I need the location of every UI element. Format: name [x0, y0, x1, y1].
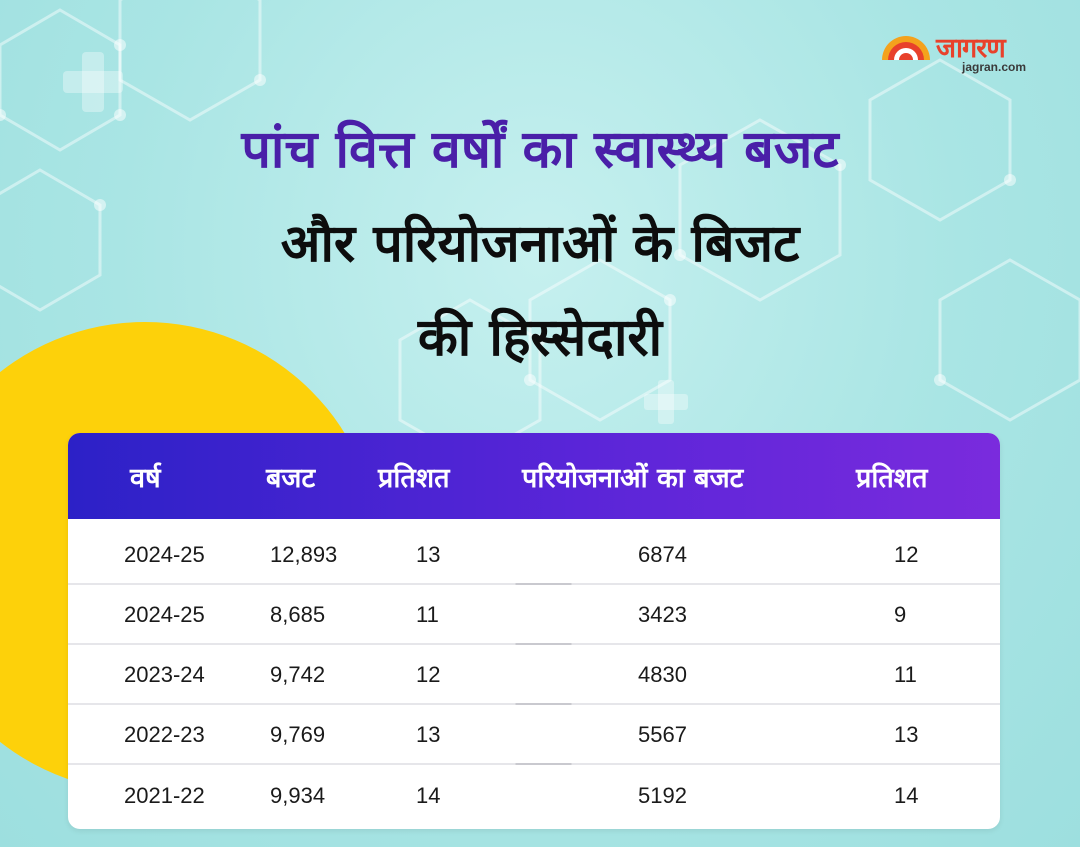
row-divider: [68, 583, 1000, 585]
headline-line-2: और परियोजनाओं के बिजट: [280, 214, 800, 274]
cell-project-percent: 12: [894, 542, 919, 567]
cell-budget: 9,934: [270, 783, 326, 808]
header-year: वर्ष: [130, 463, 161, 494]
budget-table: वर्ष बजट प्रतिशत परियोजनाओं का बजट प्रति…: [68, 433, 1000, 829]
cell-project-budget: 3423: [638, 602, 687, 627]
header-percent: प्रतिशत: [378, 463, 450, 494]
header-budget: बजट: [266, 463, 316, 494]
cell-project-percent: 9: [894, 602, 907, 627]
cell-percent: 13: [416, 722, 441, 747]
cell-percent: 14: [416, 783, 441, 808]
headline: पांच वित्त वर्षों का स्वास्थ्य बजट और पर…: [0, 103, 1080, 385]
cell-budget: 12,893: [270, 542, 338, 567]
row-divider: [68, 643, 1000, 645]
cell-percent: 11: [416, 602, 439, 627]
cell-project-percent: 13: [894, 722, 919, 747]
jagran-logo: जागरण jagran.com: [878, 30, 1048, 80]
header-project-budget: परियोजनाओं का बजट: [522, 463, 744, 494]
table-header: वर्ष बजट प्रतिशत परियोजनाओं का बजट प्रति…: [68, 433, 1000, 519]
cell-year: 2024-25: [124, 602, 205, 627]
cell-project-budget: 6874: [638, 542, 687, 567]
logo-domain: jagran.com: [962, 60, 1027, 74]
cell-budget: 9,742: [270, 662, 326, 687]
cell-project-budget: 4830: [638, 662, 687, 687]
cell-project-budget: 5567: [638, 722, 687, 747]
headline-line-1: पांच वित्त वर्षों का स्वास्थ्य बजट: [241, 120, 839, 180]
headline-line-3: की हिस्सेदारी: [417, 308, 663, 368]
cell-budget: 8,685: [270, 602, 326, 627]
table-row: 2021-22 9,934 14 5192 14: [68, 766, 1000, 826]
header-project-percent: प्रतिशत: [856, 463, 928, 494]
cell-project-budget: 5192: [638, 783, 687, 808]
sun-logo-icon: [882, 36, 930, 60]
table-row: 2024-25 8,685 11 3423 9: [68, 585, 1000, 645]
cell-budget: 9,769: [270, 722, 326, 747]
cell-project-percent: 11: [894, 662, 917, 687]
table-row: 2023-24 9,742 12 4830 11: [68, 645, 1000, 705]
table-row: 2024-25 12,893 13 6874 12: [68, 525, 1000, 585]
row-divider: [68, 703, 1000, 705]
table-row: 2022-23 9,769 13 5567 13: [68, 705, 1000, 765]
cell-year: 2023-24: [124, 662, 205, 687]
row-divider: [68, 763, 1000, 765]
cell-project-percent: 14: [894, 783, 919, 808]
logo-wordmark: जागरण: [936, 33, 1006, 64]
cell-year: 2022-23: [124, 722, 205, 747]
cell-percent: 13: [416, 542, 441, 567]
cell-year: 2021-22: [124, 783, 205, 808]
cell-year: 2024-25: [124, 542, 205, 567]
cell-percent: 12: [416, 662, 441, 687]
